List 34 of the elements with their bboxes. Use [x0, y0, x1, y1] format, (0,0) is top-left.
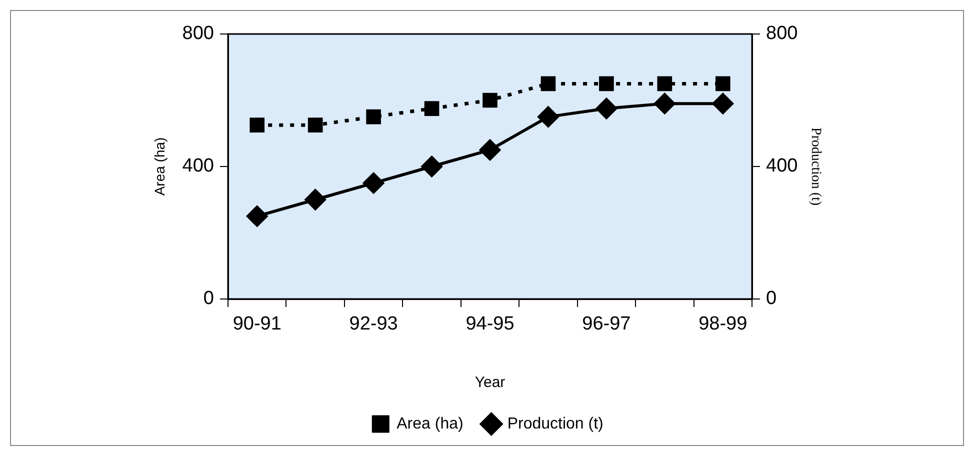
y-tick-label: 400 [182, 156, 214, 177]
x-tick-label: 92-93 [349, 314, 398, 335]
legend-label: Production (t) [507, 415, 604, 432]
point [421, 156, 442, 177]
y-axis-title: Area (ha) [151, 137, 168, 196]
x-tick-label: 96-97 [582, 314, 631, 335]
x-tick-label: 94-95 [466, 314, 514, 335]
point [599, 76, 614, 92]
point [250, 118, 265, 132]
point [480, 139, 500, 160]
y2-tick-label: 800 [766, 23, 798, 44]
point [304, 189, 326, 210]
y-tick-label: 800 [182, 23, 214, 44]
x-axis-title: Year [474, 374, 506, 392]
point [538, 106, 559, 128]
point [363, 172, 384, 194]
point [715, 76, 730, 92]
point [424, 101, 440, 116]
y2-tick-label: 0 [766, 288, 777, 310]
point [654, 93, 676, 114]
y2-axis-title: Production (t) [808, 127, 823, 206]
y-tick-label: 0 [203, 288, 214, 310]
x-tick-label: 90-91 [232, 314, 282, 335]
point [596, 98, 617, 120]
point [482, 92, 498, 108]
point [308, 118, 323, 132]
point [246, 206, 268, 227]
point [657, 76, 672, 92]
y2-tick-label: 400 [766, 156, 798, 177]
point [540, 76, 556, 92]
legend-label: Area (ha) [396, 415, 464, 432]
point [366, 109, 381, 124]
point [712, 93, 734, 114]
x-tick-label: 98-99 [698, 314, 748, 335]
